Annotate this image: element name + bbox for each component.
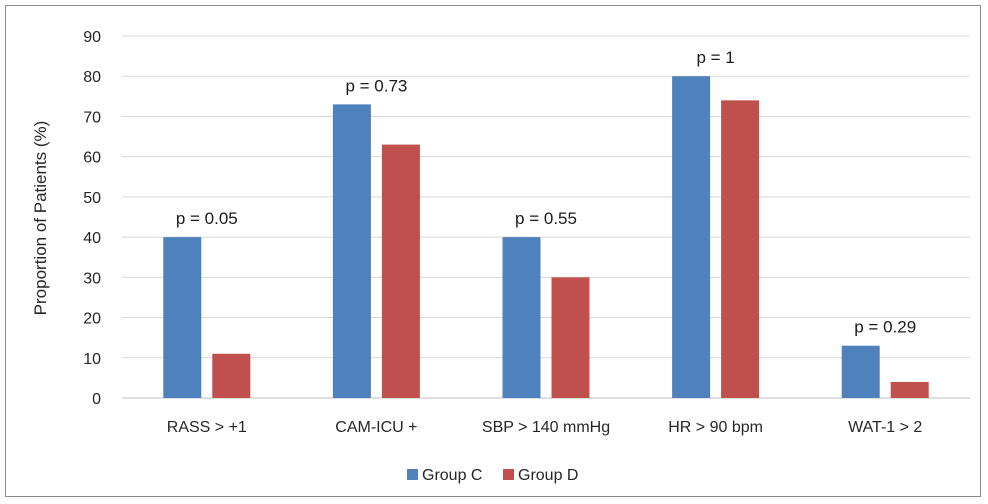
bar-group-c — [841, 345, 880, 398]
y-tick-label: 80 — [83, 69, 101, 86]
gridlines — [122, 35, 970, 399]
y-tick-label: 50 — [83, 190, 101, 207]
p-value-label: p = 0.55 — [515, 209, 577, 228]
legend-item-group-c: Group C — [407, 467, 482, 484]
legend-swatch — [407, 469, 418, 480]
y-tick-label: 0 — [92, 391, 101, 408]
legend-item-group-d: Group D — [503, 467, 578, 484]
y-axis-ticks: 0 10 20 30 40 50 60 70 80 90 — [83, 29, 101, 408]
legend-swatch — [503, 469, 514, 480]
bar-group-c — [332, 104, 371, 398]
bar-group-d — [381, 144, 420, 398]
y-axis-title: Proportion of Patients (%) — [31, 121, 50, 316]
bar-group-c — [672, 76, 711, 398]
bar-group-d — [551, 277, 590, 398]
p-value-label: p = 0.05 — [176, 209, 238, 228]
x-category-label: CAM-ICU + — [335, 419, 417, 436]
y-tick-label: 10 — [83, 351, 101, 368]
p-value-label: p = 1 — [696, 48, 734, 67]
legend: Group C Group D — [407, 467, 578, 484]
x-axis-categories: RASS > +1 CAM-ICU + SBP > 140 mmHg HR > 90 … — [167, 419, 923, 436]
bar-group-c — [502, 237, 541, 398]
x-category-label: RASS > +1 — [167, 419, 247, 436]
y-tick-label: 90 — [83, 29, 101, 46]
legend-label: Group D — [518, 467, 578, 484]
x-category-label: HR > 90 bpm — [668, 419, 763, 436]
legend-label: Group C — [422, 467, 482, 484]
y-tick-label: 60 — [83, 150, 101, 167]
y-tick-label: 70 — [83, 109, 101, 126]
bar-group-d — [890, 381, 929, 398]
y-tick-label: 30 — [83, 270, 101, 287]
y-tick-label: 20 — [83, 311, 101, 328]
bars — [163, 76, 929, 398]
x-category-label: SBP > 140 mmHg — [482, 419, 610, 436]
bar-group-d — [212, 353, 251, 398]
bar-group-c — [163, 237, 202, 398]
x-category-label: WAT-1 > 2 — [848, 419, 922, 436]
bar-group-d — [721, 100, 760, 398]
y-tick-label: 40 — [83, 230, 101, 247]
p-value-label: p = 0.73 — [345, 76, 407, 95]
p-value-label: p = 0.29 — [854, 318, 916, 337]
p-value-annotations: p = 0.05 p = 0.73 p = 0.55 p = 1 p = 0.29 — [176, 48, 916, 336]
